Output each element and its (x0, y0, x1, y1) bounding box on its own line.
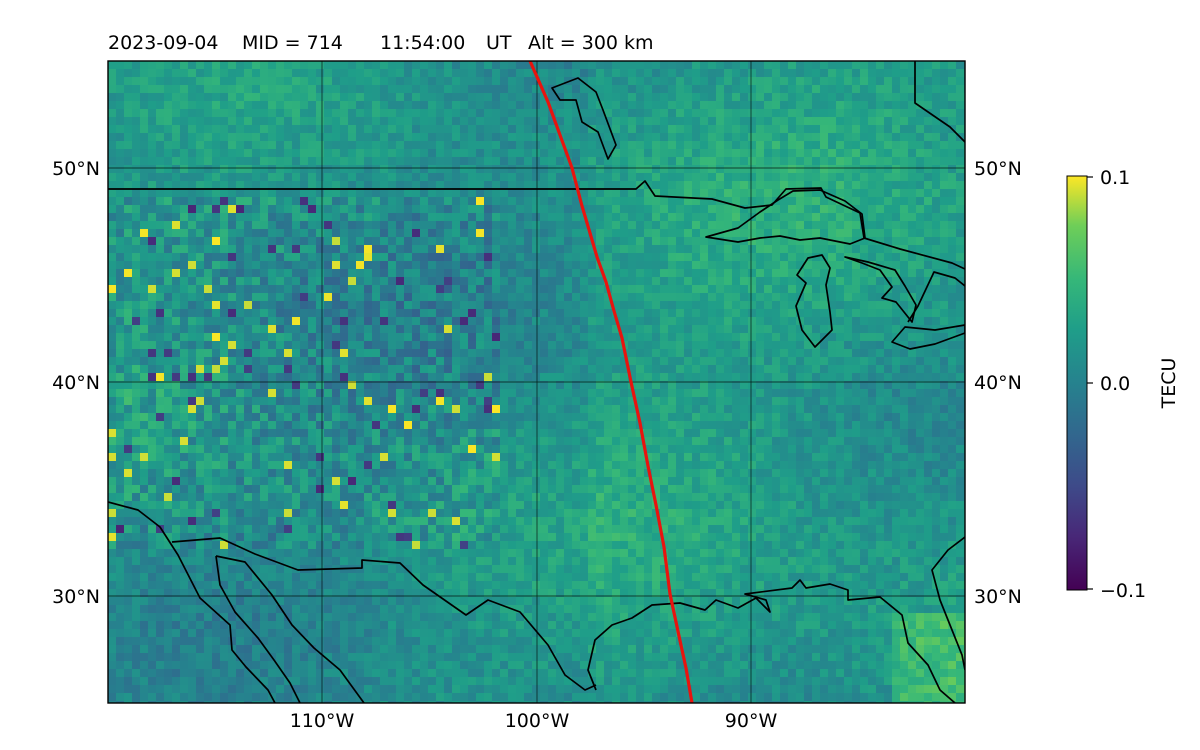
title-alt: Alt = 300 km (528, 32, 654, 54)
gulf-coast-us (587, 579, 956, 703)
lat-label-right-50: 50°N (974, 158, 1022, 180)
lake-huron (844, 256, 917, 323)
us-canada-border (108, 180, 965, 270)
lon-label-110: 110°W (290, 710, 355, 732)
colorbar-tick-label-min: −0.1 (1100, 580, 1146, 602)
lon-label-90: 90°W (725, 710, 778, 732)
baja-west-coast (215, 555, 301, 703)
lon-label-100: 100°W (505, 710, 570, 732)
lat-label-right-30: 30°N (974, 586, 1022, 608)
lake-erie-ontario (891, 324, 965, 350)
gridlines (108, 61, 965, 703)
lat-label-left-30: 30°N (52, 586, 100, 608)
title-time: 11:54:00 (380, 32, 465, 54)
title-date: 2023-09-04 (108, 32, 218, 54)
lat-label-left-50: 50°N (52, 158, 100, 180)
florida-east-coast (931, 536, 965, 671)
map-panel (108, 61, 965, 703)
colorbar-label: TECU (1158, 358, 1180, 410)
tec-field (108, 61, 965, 703)
lake-michigan (795, 254, 833, 348)
ontario-shore (907, 271, 965, 323)
satellite-track (528, 61, 694, 703)
hudson-bay-coast (914, 61, 965, 143)
map-frame (107, 60, 966, 704)
colorbar-gradient (1066, 175, 1088, 591)
colorbar-tick-label-zero: 0.0 (1100, 373, 1130, 395)
lake-winnipeg (551, 77, 617, 160)
us-mexico-border (171, 537, 597, 691)
title-ut: UT (486, 32, 512, 54)
coastlines (108, 61, 965, 703)
colorbar: 0.1 0.0 −0.1 TECU (1066, 167, 1180, 602)
pacific-coast (108, 501, 276, 703)
colorbar-tick-label-max: 0.1 (1100, 167, 1130, 189)
title-mid: MID = 714 (242, 32, 343, 54)
lat-label-left-40: 40°N (52, 372, 100, 394)
baja-peninsula (215, 555, 365, 703)
lake-superior (705, 189, 866, 245)
lat-label-right-40: 40°N (974, 372, 1022, 394)
